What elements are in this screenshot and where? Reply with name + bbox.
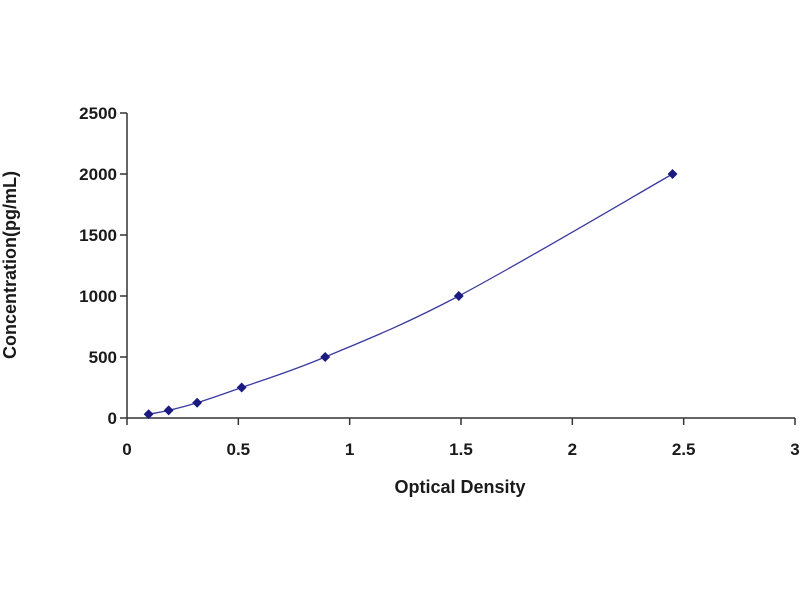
- data-point: [143, 409, 154, 420]
- data-point: [320, 352, 331, 362]
- data-point: [236, 382, 247, 393]
- data-point: [667, 169, 678, 179]
- x-tick-label: 2: [568, 440, 577, 459]
- axes: [126, 113, 795, 419]
- x-tick-label: 1.5: [449, 440, 473, 459]
- fit-curve: [148, 173, 673, 415]
- data-points: [143, 169, 678, 420]
- x-tick-label: 1: [345, 440, 354, 459]
- x-tick-label: 3: [790, 440, 799, 459]
- x-tick-label: 0: [122, 440, 131, 459]
- x-tick-label: 2.5: [672, 440, 696, 459]
- data-point: [453, 291, 464, 301]
- y-tick-label: 1500: [79, 226, 117, 245]
- y-tick-label: 500: [89, 348, 117, 367]
- y-tick-label: 2000: [79, 165, 117, 184]
- y-tick-label: 1000: [79, 287, 117, 306]
- data-point: [192, 397, 203, 408]
- data-point: [163, 405, 174, 416]
- x-tick-label: 0.5: [227, 440, 251, 459]
- y-tick-label: 2500: [79, 104, 117, 123]
- fit-curve-line: [148, 173, 673, 415]
- axis-ticks: 0 500 1000 1500 2000 2500 0 0.5 1 1.5 2 2.5 3: [79, 104, 800, 459]
- y-axis-title: Concentration(pg/mL): [0, 171, 20, 359]
- x-axis-title: Optical Density: [394, 477, 525, 497]
- y-tick-label: 0: [108, 409, 117, 428]
